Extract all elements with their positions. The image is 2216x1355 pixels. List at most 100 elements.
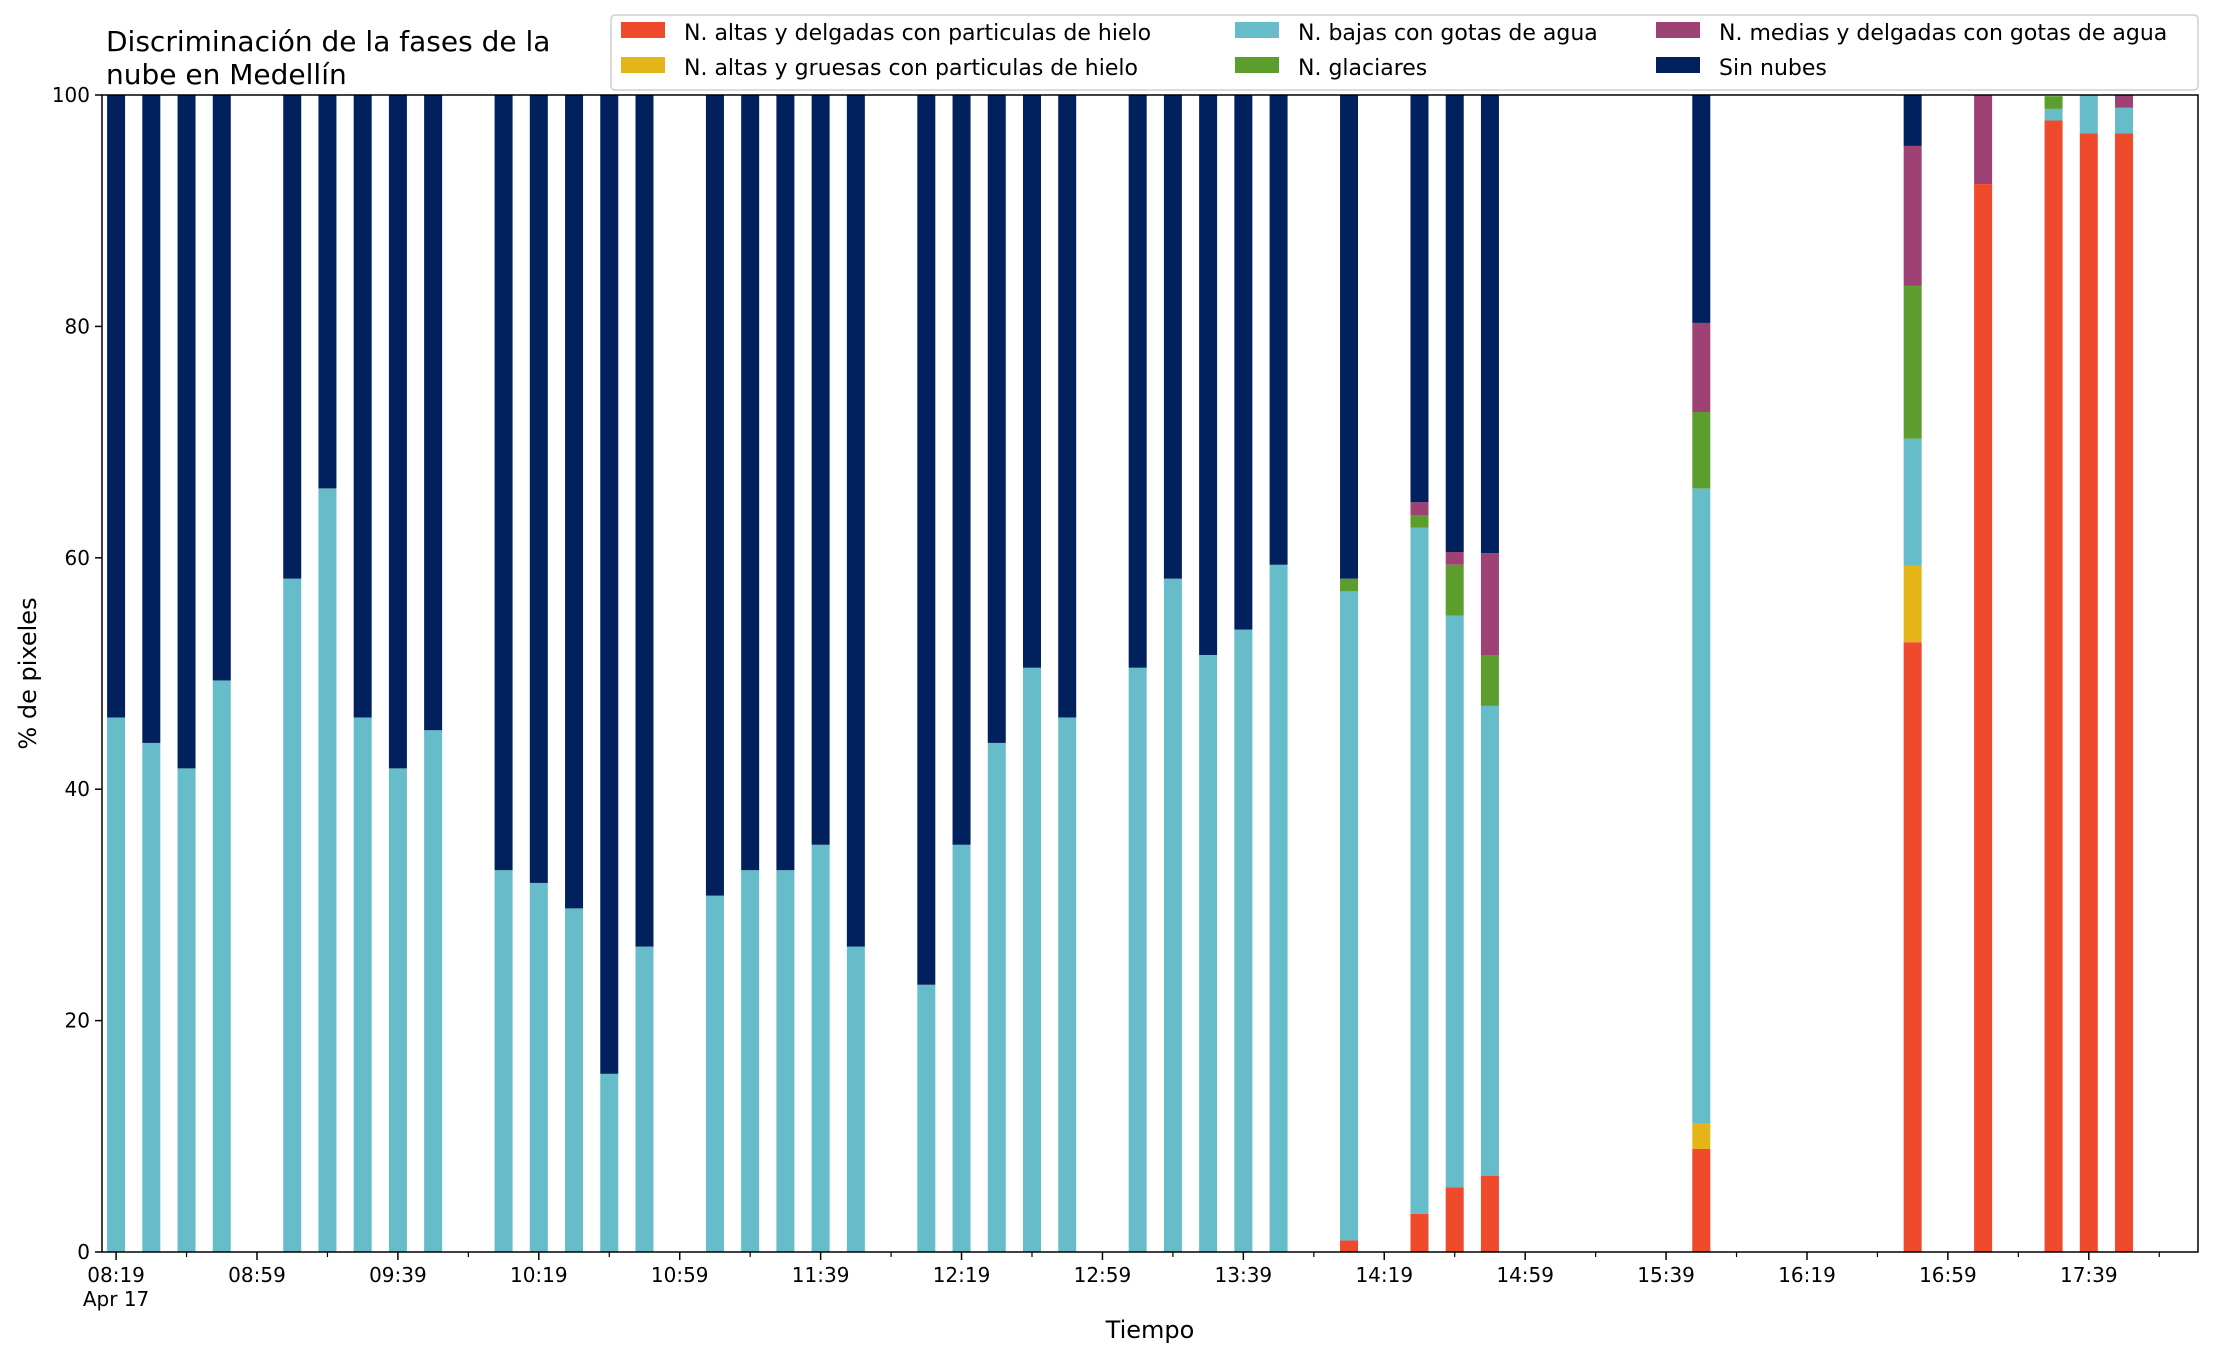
- bar-segment-0819-s5: [107, 95, 126, 718]
- bar-segment-0819-s2: [107, 717, 126, 1252]
- bar-segment-0909-s2: [283, 578, 302, 1252]
- bar-segment-1219-s5: [952, 95, 971, 845]
- x-tick-label-0819: 08:19: [87, 1263, 145, 1287]
- bar-segment-1339-s2: [1234, 629, 1253, 1252]
- bar-segment-1649-s4: [1903, 145, 1922, 286]
- bar-segment-1109-s2: [705, 895, 724, 1252]
- bar-segment-1709-s4: [1974, 95, 1993, 185]
- bar-segment-1049-s5: [635, 95, 654, 947]
- y-tick-label-80: 80: [65, 314, 90, 338]
- plot-frame: [101, 94, 2199, 1253]
- bar-segment-1049-s2: [635, 946, 654, 1252]
- bar-segment-1429-s0: [1410, 1213, 1429, 1252]
- bar-segment-0939-s5: [388, 95, 407, 769]
- x-tick-label-1059: 10:59: [651, 1263, 709, 1287]
- chart-title-line-1: Discriminación de la fases de la: [106, 25, 550, 58]
- bar-segment-1549-s0: [1692, 1149, 1711, 1252]
- bar-segment-0849-s2: [212, 680, 231, 1252]
- bar-segment-1229-s5: [987, 95, 1006, 743]
- x-tick-label-1419: 14:19: [1355, 1263, 1413, 1287]
- bar-segment-1729-s3: [2044, 96, 2063, 109]
- bar-segment-1649-s5: [1903, 95, 1922, 146]
- bar-segment-1649-s2: [1903, 438, 1922, 566]
- bar-segment-1149-s2: [846, 946, 865, 1252]
- x-tick-label-0939: 09:39: [369, 1263, 427, 1287]
- bar-segment-1549-s4: [1692, 322, 1711, 413]
- y-tick-label-40: 40: [65, 777, 90, 801]
- bar-segment-1119-s2: [741, 870, 760, 1252]
- bar-segment-1029-s2: [565, 908, 584, 1252]
- bar-segment-0939-s2: [388, 768, 407, 1252]
- bar-segment-0839-s2: [177, 768, 196, 1252]
- bar-segment-1749-s4: [2115, 95, 2134, 108]
- bar-segment-1209-s5: [917, 95, 936, 985]
- bar-segment-1129-s2: [776, 870, 795, 1252]
- bar-segment-1039-s2: [600, 1073, 619, 1252]
- y-tick-label-20: 20: [65, 1009, 90, 1033]
- bar-segment-1439-s2: [1445, 615, 1464, 1188]
- legend-label-3: N. glaciares: [1298, 56, 1427, 81]
- x-tick-label-1139: 11:39: [792, 1263, 850, 1287]
- x-tick-label-1019: 10:19: [510, 1263, 568, 1287]
- bar-segment-1129-s5: [776, 95, 795, 871]
- bar-segment-0839-s5: [177, 95, 196, 769]
- bar-segment-1739-s2: [2079, 95, 2098, 134]
- bar-segment-1429-s2: [1410, 527, 1429, 1214]
- bar-segment-1319-s2: [1163, 578, 1182, 1252]
- bar-segment-1249-s2: [1058, 717, 1077, 1252]
- bar-segment-0909-s5: [283, 95, 302, 579]
- legend-swatch-2: [1235, 22, 1279, 38]
- bar-segment-1449-s4: [1480, 553, 1499, 655]
- bar-segment-1649-s0: [1903, 642, 1922, 1252]
- legend-swatch-3: [1235, 57, 1279, 73]
- legend-box: [610, 14, 2199, 91]
- x-tick-label-1619: 16:19: [1778, 1263, 1836, 1287]
- x-tick-label-1539: 15:39: [1637, 1263, 1695, 1287]
- legend-label-5: Sin nubes: [1719, 56, 1827, 81]
- bar-segment-1319-s5: [1163, 95, 1182, 579]
- bar-segment-1149-s5: [846, 95, 865, 947]
- x-axis-label: Tiempo: [1105, 1316, 1195, 1344]
- bar-segment-1449-s2: [1480, 705, 1499, 1176]
- bar-segment-1449-s3: [1480, 654, 1499, 706]
- bar-segment-1349-s5: [1269, 95, 1288, 565]
- legend-label-4: N. medias y delgadas con gotas de agua: [1719, 21, 2167, 46]
- bar-segment-1209-s2: [917, 984, 936, 1252]
- bar-segment-1439-s5: [1445, 95, 1464, 553]
- y-axis: 0 20 40 60 80 100: [52, 83, 102, 1264]
- legend-swatch-0: [621, 22, 665, 38]
- bar-segment-1339-s5: [1234, 95, 1253, 630]
- legend-swatch-5: [1656, 57, 1700, 73]
- bar-segment-1139-s2: [811, 844, 830, 1252]
- bar-segment-1019-s2: [529, 882, 548, 1252]
- bar-segment-0929-s2: [353, 717, 372, 1252]
- bar-segment-1439-s4: [1445, 552, 1464, 565]
- x-tick-label-1739: 17:39: [2060, 1263, 2118, 1287]
- y-axis-label: % de pixeles: [14, 597, 42, 749]
- legend-label-0: N. altas y delgadas con particulas de hi…: [684, 21, 1151, 46]
- bar-segment-1429-s3: [1410, 514, 1429, 528]
- x-tick-label-1259: 12:59: [1074, 1263, 1132, 1287]
- chart-title-line-2: nube en Medellín: [106, 58, 347, 91]
- bar-segment-1549-s1: [1692, 1123, 1711, 1150]
- x-tick-label-1219: 12:19: [933, 1263, 991, 1287]
- bar-segment-1309-s5: [1128, 95, 1147, 668]
- bar-segment-1429-s5: [1410, 95, 1429, 503]
- bar-segment-1219-s2: [952, 844, 971, 1252]
- bar-segment-1229-s2: [987, 742, 1006, 1252]
- bar-segment-1039-s5: [600, 95, 619, 1074]
- bar-segment-1409-s2: [1340, 591, 1359, 1241]
- bar-segment-0829-s2: [142, 742, 161, 1252]
- bar-segment-1349-s2: [1269, 564, 1288, 1252]
- bars: [107, 95, 2134, 1253]
- bar-segment-0919-s5: [318, 95, 337, 489]
- bar-segment-1019-s5: [529, 95, 548, 883]
- bar-segment-1329-s5: [1199, 95, 1218, 655]
- x-tick-label-1659: 16:59: [1919, 1263, 1977, 1287]
- y-tick-label-60: 60: [65, 546, 90, 570]
- bar-segment-1549-s3: [1692, 412, 1711, 489]
- bar-segment-1449-s0: [1480, 1175, 1499, 1252]
- bar-segment-0929-s5: [353, 95, 372, 718]
- bar-segment-1249-s5: [1058, 95, 1077, 718]
